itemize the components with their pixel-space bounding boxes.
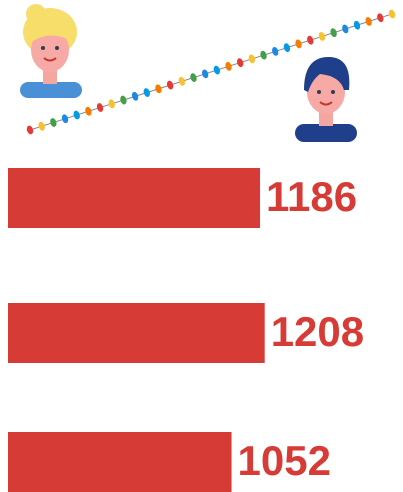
garland-bulb <box>131 91 139 101</box>
garland-bulb <box>364 16 372 26</box>
neck <box>43 70 57 84</box>
woman-avatar <box>20 4 82 98</box>
eye <box>55 46 59 50</box>
garland-bulb <box>248 54 256 64</box>
garland-bulb <box>271 46 279 56</box>
garland-bulb <box>283 42 291 52</box>
garland-bulb <box>49 117 57 127</box>
garland-bulb <box>143 87 151 97</box>
value-label: 1052 <box>238 437 331 484</box>
garland-bulb <box>329 28 337 38</box>
bar <box>8 168 260 228</box>
garland-bulb <box>201 69 209 79</box>
garland-bulb <box>353 20 361 30</box>
garland-bulb <box>318 31 326 41</box>
value-label: 1186 <box>266 173 357 220</box>
garland-bulb <box>37 121 45 131</box>
garland-bulb <box>259 50 267 60</box>
chart: 1186 1208 1052 <box>0 0 403 492</box>
neck <box>319 112 333 126</box>
garland-bulb <box>61 114 69 124</box>
garland-bulb <box>294 39 302 49</box>
garland-bulb <box>119 95 127 105</box>
eye <box>331 90 335 94</box>
value-label: 1208 <box>271 308 364 355</box>
garland-bulb <box>306 35 314 45</box>
garland-bulb <box>178 76 186 86</box>
hair-bun <box>26 4 46 24</box>
garland-bulb <box>388 9 396 19</box>
garland-bulb <box>166 80 174 90</box>
shirt <box>295 124 357 142</box>
garland-bulb <box>107 99 115 109</box>
garland-bulb <box>376 13 384 23</box>
garland-bulb <box>224 61 232 71</box>
eye <box>317 90 321 94</box>
garland-bulb <box>26 125 34 135</box>
man-avatar <box>295 57 357 142</box>
garland-bulb <box>213 65 221 75</box>
garland-bulb <box>96 102 104 112</box>
garland-bulb <box>154 84 162 94</box>
garland-bulb <box>72 110 80 120</box>
shirt <box>20 82 82 98</box>
garland-bulb <box>189 72 197 82</box>
garland-bulb <box>84 106 92 116</box>
bar <box>8 303 265 363</box>
garland-bulb <box>236 57 244 67</box>
eye <box>41 46 45 50</box>
bar <box>8 432 232 492</box>
garland-bulb <box>341 24 349 34</box>
